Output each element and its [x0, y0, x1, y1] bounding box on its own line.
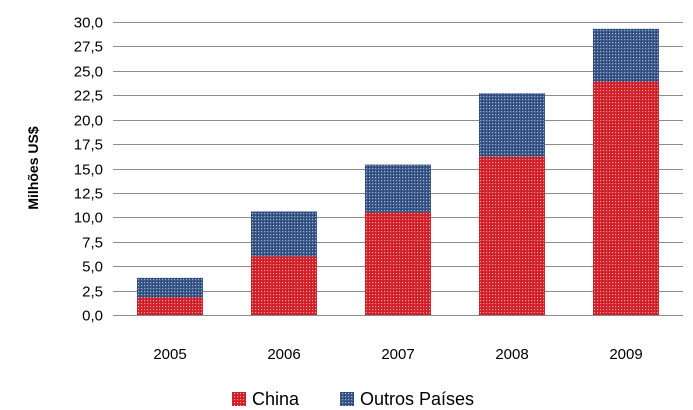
bar-china-2009	[593, 81, 659, 316]
y-tick-label: 2,5	[82, 284, 103, 301]
legend-swatch	[232, 392, 246, 406]
bar-outros-paises-2009	[593, 28, 659, 82]
y-tick-label: 5,0	[82, 259, 103, 276]
y-axis-ticks: 0,0 2,5 5,0 7,5 10,0 12,5 15,0 17,5 20,0 22,5 25,0…	[74, 15, 103, 325]
x-tick-label: 2007	[381, 346, 414, 363]
y-tick-label: 20,0	[74, 113, 103, 130]
legend-label: Outros Países	[360, 389, 474, 409]
y-tick-label: 15,0	[74, 162, 103, 179]
legend-label: China	[252, 389, 300, 409]
x-tick-label: 2009	[609, 346, 642, 363]
y-tick-label: 30,0	[74, 15, 103, 32]
y-axis-label: Milhões US$	[25, 126, 41, 209]
y-tick-label: 10,0	[74, 210, 103, 227]
bars	[137, 28, 659, 316]
y-tick-label: 25,0	[74, 64, 103, 81]
bar-china-2005	[137, 297, 203, 315]
legend-item-outros-paises: Outros Países	[340, 389, 474, 409]
x-axis-ticks: 2005 2006 2007 2008 2009	[153, 346, 642, 363]
bar-china-2006	[251, 256, 317, 315]
legend-item-china: China	[232, 389, 300, 409]
bar-outros-paises-2008	[479, 93, 545, 157]
legend-swatch	[340, 392, 354, 406]
y-tick-label: 17,5	[74, 137, 103, 154]
x-tick-label: 2006	[267, 346, 300, 363]
bar-china-2007	[365, 212, 431, 315]
y-tick-label: 12,5	[74, 186, 103, 203]
y-tick-label: 0,0	[82, 308, 103, 325]
bar-outros-paises-2005	[137, 277, 203, 298]
y-tick-label: 7,5	[82, 235, 103, 252]
bar-china-2008	[479, 156, 545, 315]
bar-outros-paises-2006	[251, 211, 317, 257]
bar-outros-paises-2007	[365, 164, 431, 213]
y-tick-label: 22,5	[74, 88, 103, 105]
y-tick-label: 27,5	[74, 39, 103, 56]
legend: China Outros Países	[232, 389, 474, 409]
x-tick-label: 2008	[495, 346, 528, 363]
x-tick-label: 2005	[153, 346, 186, 363]
